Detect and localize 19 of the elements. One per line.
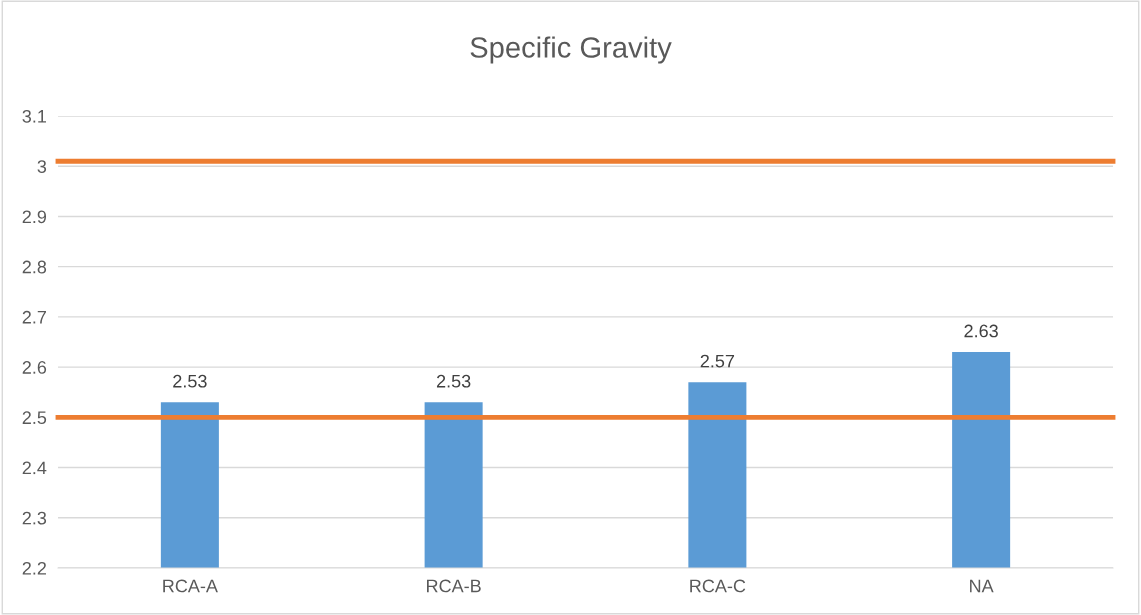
data-label: 2.57	[700, 354, 735, 368]
y-tick-label: 2.8	[22, 260, 47, 274]
y-tick-label: 2.6	[22, 361, 47, 374]
data-label: 2.53	[173, 374, 207, 388]
y-tick-label: 2.9	[22, 210, 47, 224]
x-tick-label: RCA-C	[690, 579, 746, 593]
x-tick-label: RCA-A	[163, 579, 218, 593]
y-tick-label: 2.7	[22, 310, 46, 324]
y-tick-label: 3	[37, 160, 47, 173]
y-tick-label: 2.5	[22, 411, 47, 425]
y-tick-label: 2.3	[22, 511, 47, 525]
x-tick-label: RCA-B	[427, 579, 481, 593]
chart-title: Specific Gravity	[470, 36, 672, 64]
data-label: 2.53	[436, 374, 471, 388]
data-label: 2.63	[964, 324, 998, 338]
y-tick-label: 3.1	[22, 109, 47, 123]
y-tick-label: 2.4	[22, 461, 47, 475]
x-tick-label: NA	[970, 579, 994, 593]
y-tick-label: 2.2	[22, 561, 46, 575]
